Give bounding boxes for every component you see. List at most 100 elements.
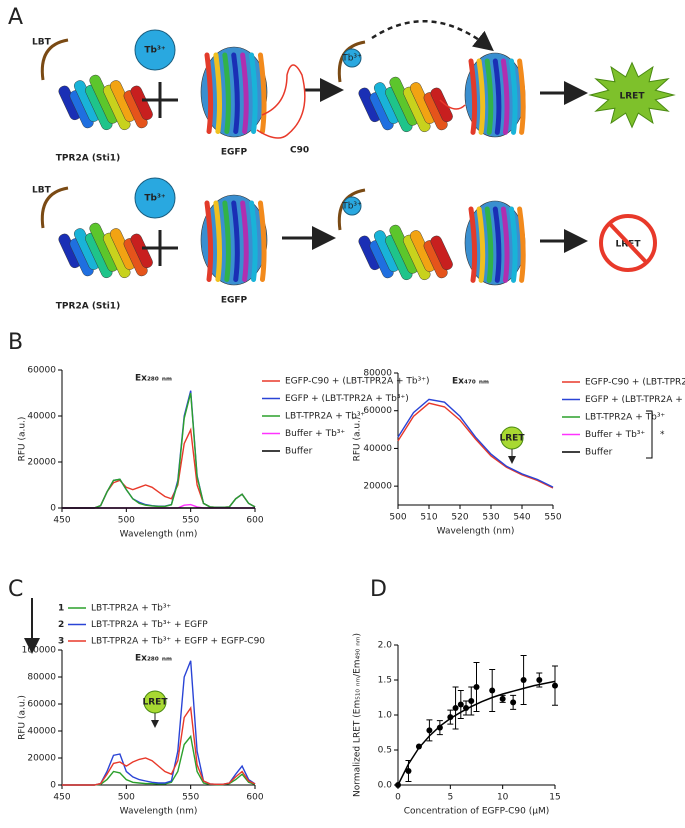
- y-tick-label: 40000: [363, 444, 392, 454]
- egfp-strand: [509, 58, 518, 135]
- data-point: [447, 714, 454, 721]
- lbt-tail: [40, 38, 69, 81]
- legend-label: Buffer + Tb³⁺: [285, 429, 345, 439]
- data-point: [426, 727, 433, 734]
- y-tick-label: 0: [50, 781, 56, 791]
- y-axis-label: Normalized LRET (Em₅₁₀ ₙₘ/Em₄₉₀ ₙₘ): [353, 633, 363, 797]
- x-tick-label: 15: [549, 793, 560, 803]
- series-line: [62, 734, 256, 786]
- x-tick-label: 450: [53, 516, 70, 526]
- data-point: [510, 699, 517, 706]
- x-tick-label: 540: [513, 513, 530, 523]
- x-axis-label: Wavelength (nm): [120, 530, 198, 540]
- y-tick-label: 1.0: [378, 711, 393, 721]
- tb-ion: [134, 177, 176, 219]
- data-point: [415, 743, 422, 750]
- series-line: [62, 427, 256, 509]
- x-tick-label: 600: [246, 516, 263, 526]
- y-tick-label: 20000: [27, 458, 56, 468]
- data-point: [536, 677, 543, 683]
- x-tick-label: 600: [246, 793, 263, 803]
- legend-label: Buffer + Tb³⁺: [585, 430, 645, 440]
- data-point: [552, 682, 558, 689]
- diagram-label: TPR2A (Sti1): [56, 302, 120, 312]
- egfp-strand: [249, 52, 258, 134]
- y-tick-label: 0.0: [378, 781, 393, 791]
- x-tick-label: 10: [497, 793, 509, 803]
- legend-label: LBT-TPR2A + Tb³⁺: [585, 413, 665, 423]
- annotation: LRET: [500, 434, 526, 444]
- legend-label: Buffer: [285, 447, 313, 457]
- no-lret-slash: [608, 222, 648, 264]
- y-tick-label: 60000: [27, 700, 56, 710]
- egfp-strand: [222, 200, 231, 282]
- y-axis-label: RFU (a.u.): [353, 417, 363, 462]
- legend-number: 1: [58, 604, 64, 614]
- y-axis-label: RFU (a.u.): [18, 417, 28, 462]
- x-axis-label: Concentration of EGFP-C90 (μM): [404, 807, 550, 817]
- panel-label: A: [8, 5, 23, 30]
- series-line: [397, 402, 554, 489]
- diagram-label: Tb³⁺: [341, 54, 362, 64]
- egfp-strand: [468, 206, 478, 283]
- y-tick-label: 100000: [22, 646, 57, 656]
- panel-label: C: [8, 577, 23, 602]
- x-tick-label: 0: [395, 793, 401, 803]
- c90-loop: [256, 64, 306, 139]
- series-line: [62, 390, 256, 509]
- egfp-strand: [476, 58, 486, 135]
- y-tick-label: 0.5: [378, 746, 392, 756]
- panel-label: B: [8, 330, 23, 355]
- chart-title: Ex₂₈₀ ₙₘ: [135, 374, 172, 384]
- egfp-strand: [249, 200, 258, 282]
- diagram-label: Tb³⁺: [144, 194, 166, 204]
- egfp-strand: [484, 58, 494, 135]
- y-tick-label: 20000: [27, 754, 56, 764]
- egfp-strand: [500, 58, 510, 135]
- diagram-label: C90: [290, 146, 309, 156]
- x-tick-label: 510: [420, 513, 437, 523]
- series-line: [62, 392, 256, 509]
- diagram-label: EGFP: [221, 296, 248, 306]
- x-tick-label: 500: [118, 516, 135, 526]
- diagram-label: Tb³⁺: [341, 202, 362, 212]
- diagram: A B C D: [8, 5, 387, 602]
- diagram-label: LBT: [32, 186, 52, 196]
- diagram-label: Tb³⁺: [144, 46, 166, 56]
- data-point: [468, 698, 475, 704]
- bracket: [646, 410, 653, 459]
- y-tick-label: 1.5: [378, 676, 392, 686]
- tb-ion: [342, 196, 362, 216]
- egfp-strand: [509, 206, 518, 283]
- egfp-strand: [517, 58, 526, 135]
- egfp-strand: [240, 200, 249, 282]
- y-tick-label: 60000: [363, 406, 392, 416]
- annotation: LRET: [143, 698, 169, 708]
- x-tick-label: 500: [389, 513, 406, 523]
- egfp-strand: [257, 200, 267, 282]
- x-tick-label: 550: [182, 793, 199, 803]
- data-point: [520, 677, 527, 683]
- egfp-strand: [484, 206, 494, 283]
- egfp-strand: [222, 52, 231, 134]
- legend-number: 3: [58, 637, 64, 647]
- egfp-strand: [492, 58, 502, 135]
- series-line: [397, 398, 554, 488]
- legend-label: LBT-TPR2A + Tb³⁺ + EGFP + EGFP-C90: [91, 637, 265, 647]
- y-tick-label: 0: [50, 504, 56, 514]
- diagram-label: EGFP: [221, 148, 248, 158]
- x-axis-label: Wavelength (nm): [120, 807, 198, 817]
- significance: *: [660, 430, 665, 440]
- egfp-strand: [213, 52, 222, 134]
- y-axis-label: RFU (a.u.): [18, 695, 28, 740]
- legend-label: EGFP + (LBT-TPR2A + Tb³⁺): [585, 395, 685, 405]
- panel-label: D: [370, 577, 387, 602]
- egfp-strand: [204, 52, 214, 134]
- x-tick-label: 520: [451, 513, 468, 523]
- legend-label: EGFP-C90 + (LBT-TPR2A + Tb³⁺): [285, 377, 430, 387]
- y-tick-label: 80000: [27, 673, 56, 683]
- data-point: [395, 782, 401, 788]
- diagram-label: LRET: [620, 92, 646, 102]
- data-point: [452, 705, 459, 711]
